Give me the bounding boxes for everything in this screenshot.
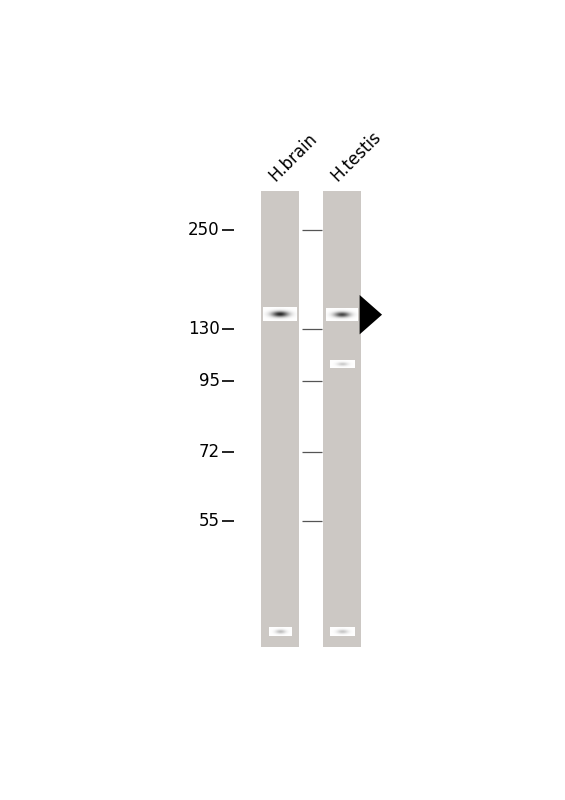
- Bar: [262, 191, 298, 647]
- Text: 55: 55: [198, 512, 219, 530]
- Text: H.testis: H.testis: [327, 128, 384, 186]
- Text: 250: 250: [188, 222, 219, 239]
- Text: 130: 130: [188, 320, 219, 338]
- Text: 95: 95: [198, 372, 219, 390]
- Text: H.brain: H.brain: [265, 130, 320, 186]
- Polygon shape: [359, 295, 382, 334]
- Text: 72: 72: [198, 443, 219, 461]
- Bar: [324, 191, 360, 647]
